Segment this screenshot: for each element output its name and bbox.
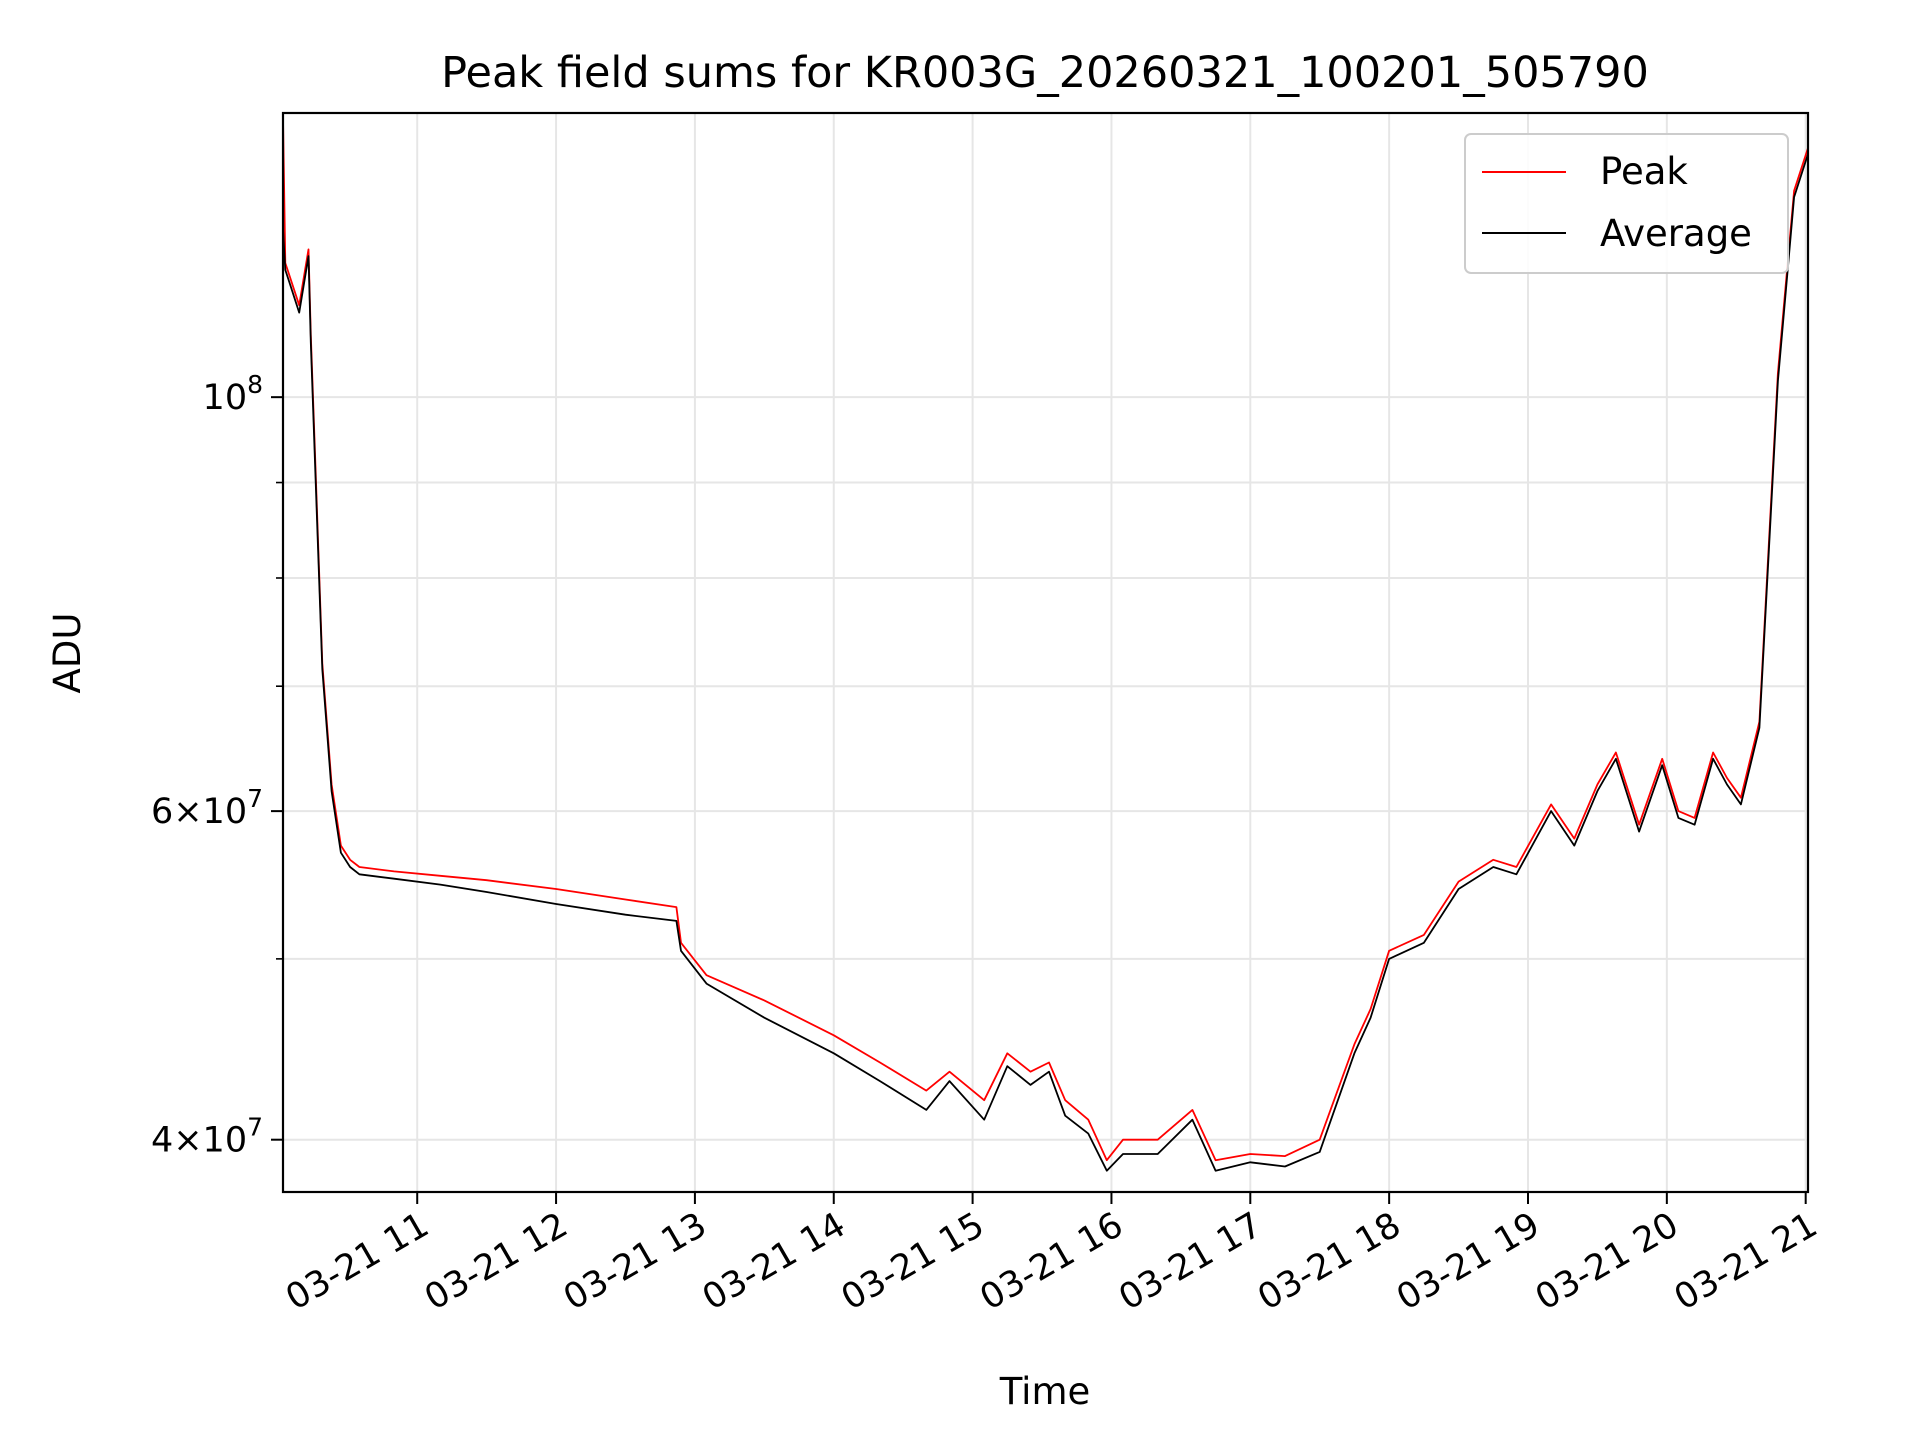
series-lines: [282, 118, 1809, 1172]
grid: [283, 113, 1808, 1192]
series-line-peak: [282, 118, 1809, 1162]
plot-area: [283, 113, 1808, 1192]
x-axis-label: Time: [999, 1370, 1091, 1413]
legend-box: [1464, 133, 1789, 274]
y-axis-label: ADU: [46, 613, 89, 694]
legend-label-average: Average: [1600, 212, 1752, 255]
y-tick-label: 4×107: [151, 1113, 263, 1161]
legend: Peak Average: [1464, 133, 1789, 274]
chart-title: Peak field sums for KR003G_20260321_1002…: [441, 48, 1649, 98]
series-line-average: [282, 153, 1809, 1172]
legend-label-peak: Peak: [1600, 150, 1688, 193]
plot-frame: [281, 111, 1810, 1194]
y-tick-label: 108: [203, 370, 263, 418]
y-tick-label: 6×107: [151, 784, 263, 832]
